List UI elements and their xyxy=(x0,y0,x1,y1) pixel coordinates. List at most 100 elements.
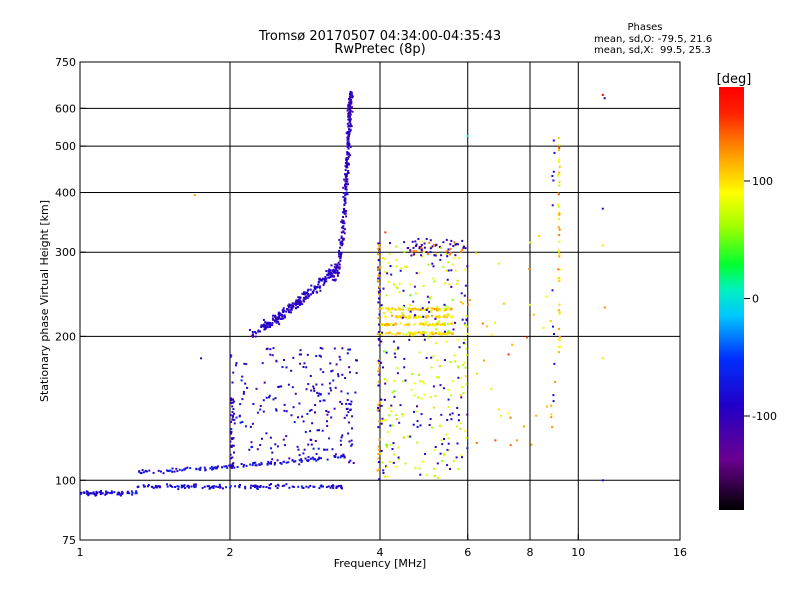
data-point xyxy=(557,226,560,229)
data-point xyxy=(390,322,393,325)
data-point xyxy=(440,323,443,326)
data-point xyxy=(252,403,255,405)
data-point xyxy=(447,398,450,401)
data-point xyxy=(246,386,249,389)
data-point xyxy=(349,94,352,97)
data-point xyxy=(422,380,424,383)
data-point xyxy=(435,323,438,326)
data-point xyxy=(318,456,321,459)
data-point xyxy=(432,406,435,409)
data-point xyxy=(203,485,206,488)
data-point xyxy=(462,363,465,366)
data-point xyxy=(239,403,242,406)
data-point xyxy=(265,486,268,488)
data-point xyxy=(350,91,353,94)
data-point xyxy=(409,304,412,307)
data-point xyxy=(457,366,460,369)
data-point xyxy=(601,244,604,247)
data-point xyxy=(345,215,348,218)
data-point xyxy=(436,359,439,362)
stats-line-o: mean, sd,O: -79.5, 21.6 xyxy=(594,34,712,45)
data-point xyxy=(415,250,418,253)
y-axis-ticks: 75 100 200 300 400 500 600 750 xyxy=(55,56,86,547)
data-point xyxy=(333,271,335,274)
data-point xyxy=(148,469,151,472)
data-point xyxy=(300,459,303,462)
data-point xyxy=(231,405,234,408)
data-point xyxy=(378,307,381,310)
data-point xyxy=(394,308,397,311)
data-point xyxy=(425,357,428,359)
data-point xyxy=(344,197,347,200)
data-point xyxy=(272,314,274,317)
data-point xyxy=(318,280,321,283)
data-point xyxy=(447,261,450,264)
data-point xyxy=(430,308,433,311)
data-point xyxy=(447,388,450,391)
data-point xyxy=(551,175,554,177)
data-point xyxy=(231,415,234,418)
data-point xyxy=(135,490,138,493)
data-point xyxy=(403,366,406,369)
data-point xyxy=(390,273,393,276)
data-point xyxy=(389,265,392,267)
data-point xyxy=(166,485,169,488)
data-point xyxy=(319,400,322,403)
data-point xyxy=(340,486,343,489)
chart-title: Tromsø 20170507 04:34:00-04:35:43 xyxy=(258,29,501,44)
colorbar-tick-label-0: 100 xyxy=(752,175,773,188)
data-point xyxy=(309,484,312,487)
data-point xyxy=(462,246,465,249)
data-point xyxy=(453,241,456,244)
data-point xyxy=(243,390,245,393)
data-point xyxy=(302,366,305,368)
data-point xyxy=(222,487,224,490)
data-point xyxy=(415,308,418,311)
data-point xyxy=(348,98,351,101)
data-point xyxy=(300,458,302,461)
data-point xyxy=(302,299,305,302)
data-point xyxy=(384,382,387,385)
data-point xyxy=(323,282,326,285)
data-point xyxy=(449,248,452,251)
data-point xyxy=(340,455,343,458)
data-point xyxy=(441,332,444,335)
data-point xyxy=(380,340,383,343)
data-point xyxy=(335,268,338,271)
data-point xyxy=(231,418,234,421)
data-point xyxy=(558,268,561,271)
data-point xyxy=(283,409,286,412)
data-point xyxy=(322,399,325,402)
data-point xyxy=(345,162,348,165)
data-point xyxy=(309,430,312,432)
data-point xyxy=(335,363,338,366)
data-point xyxy=(392,324,395,326)
data-point xyxy=(345,158,347,161)
data-point xyxy=(528,268,531,271)
data-point xyxy=(428,424,431,426)
data-point xyxy=(334,278,337,281)
data-point xyxy=(457,468,460,471)
data-point xyxy=(409,435,412,438)
data-point xyxy=(113,491,116,494)
data-point xyxy=(427,263,430,266)
data-point xyxy=(300,353,302,356)
data-point xyxy=(356,359,358,362)
data-point xyxy=(101,492,104,495)
data-point xyxy=(292,356,295,359)
data-point xyxy=(449,253,451,256)
data-point xyxy=(194,485,197,488)
data-point xyxy=(256,487,258,490)
data-point xyxy=(456,338,459,341)
data-point xyxy=(298,353,301,356)
data-point xyxy=(377,384,380,387)
data-point xyxy=(324,279,326,282)
data-point xyxy=(348,104,351,107)
data-point xyxy=(346,151,349,154)
data-point xyxy=(420,246,423,249)
data-point xyxy=(259,444,262,446)
data-point xyxy=(443,303,446,306)
data-point xyxy=(433,254,436,257)
data-point xyxy=(320,279,323,282)
data-point xyxy=(386,466,388,469)
